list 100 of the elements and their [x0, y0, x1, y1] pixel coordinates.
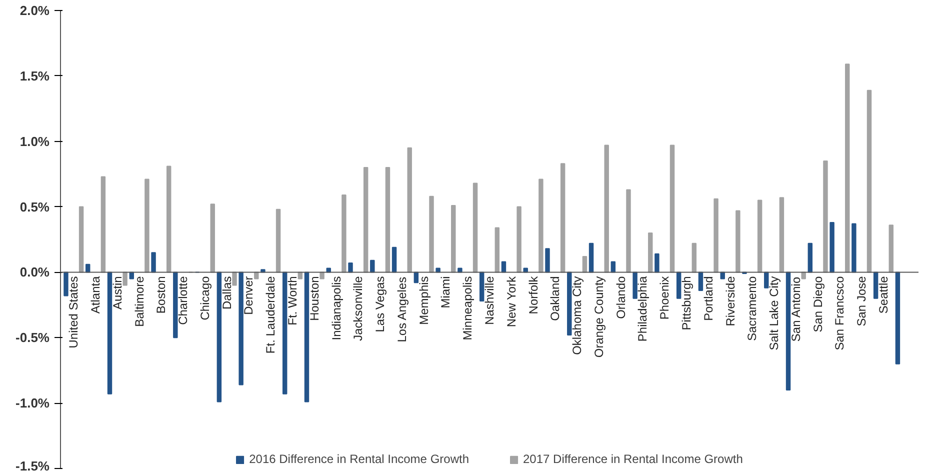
- bar: [348, 262, 353, 273]
- bar: [282, 272, 288, 394]
- x-tick-label: Dallas: [220, 276, 234, 310]
- y-tick-label: -0.5%: [16, 330, 50, 346]
- bar: [78, 206, 84, 273]
- bar: [676, 272, 682, 299]
- bar: [852, 223, 856, 273]
- bar: [320, 272, 324, 280]
- x-tick-label: San Diego: [810, 276, 825, 332]
- x-tick-label: Denver: [242, 276, 256, 315]
- x-tick-label: Atlanta: [88, 276, 103, 314]
- bar: [538, 178, 544, 273]
- bar: [873, 272, 878, 299]
- y-tick-label: 0.0%: [20, 264, 50, 280]
- x-tick-label: Portland: [701, 276, 716, 321]
- bar: [670, 144, 675, 273]
- x-tick-label: Sacramento: [745, 276, 760, 341]
- bar: [764, 272, 769, 288]
- x-tick-label: Houston: [307, 276, 322, 321]
- y-tick-label: -1.5%: [16, 458, 50, 473]
- x-tick-label: Ft. Worth: [286, 276, 300, 326]
- bar: [254, 272, 259, 280]
- bar: [100, 176, 106, 273]
- bar: [801, 272, 806, 280]
- y-tick-label: 1.5%: [20, 68, 50, 84]
- x-tick-label: Minneapolis: [460, 276, 475, 340]
- bar: [567, 272, 572, 336]
- bar: [779, 197, 784, 273]
- bar: [392, 246, 397, 273]
- bar: [545, 248, 550, 273]
- x-tick-label: New York: [504, 275, 518, 328]
- bar: [692, 242, 697, 273]
- x-tick-label: Pittsburgh: [679, 276, 694, 330]
- x-tick-label: Boston: [154, 276, 168, 314]
- y-tick-label: 1.0%: [20, 134, 50, 149]
- bar: [888, 224, 894, 273]
- bar: [342, 194, 346, 273]
- bar: [129, 272, 134, 280]
- x-tick-label: Austin: [110, 276, 124, 310]
- x-tick-label: Los Angeles: [394, 276, 409, 342]
- bar: [451, 204, 456, 273]
- y-tick-label: 0.5%: [20, 199, 50, 214]
- x-tick-label: Jacksonville: [351, 276, 366, 341]
- bar: [363, 167, 368, 273]
- legend-label: 2016 Difference in Rental Income Growth: [249, 452, 469, 466]
- bar: [560, 163, 566, 273]
- bar: [122, 272, 128, 286]
- bar: [494, 227, 500, 273]
- bar: [173, 272, 178, 338]
- bar: [210, 204, 215, 273]
- x-tick-label: Phoenix: [658, 276, 672, 320]
- bar: [632, 272, 638, 299]
- x-tick-label: Indianapolis: [329, 276, 344, 340]
- x-tick-label: San Francsco: [832, 276, 847, 350]
- bar: [385, 167, 390, 273]
- bar: [845, 64, 850, 273]
- bar: [786, 272, 791, 390]
- x-tick-label: Memphis: [416, 276, 431, 325]
- bar: [232, 272, 237, 286]
- x-tick-label: Philadelphia: [636, 276, 650, 342]
- bar: [516, 206, 522, 273]
- x-tick-label: San Antonio: [788, 276, 803, 342]
- bar: [479, 272, 484, 302]
- bar: [714, 198, 718, 273]
- bar: [151, 252, 156, 273]
- x-tick-label: Salt Lake City: [767, 276, 782, 350]
- bar: [429, 196, 434, 273]
- bar: [216, 272, 222, 402]
- bar: [720, 272, 725, 280]
- legend-label: 2017 Difference in Rental Income Growth: [523, 452, 743, 466]
- bar: [166, 166, 172, 273]
- x-tick-label: Orange County: [592, 276, 606, 358]
- x-tick-label: Las Vegas: [373, 276, 388, 332]
- bar: [582, 256, 588, 273]
- x-tick-label: Norfolk: [526, 275, 540, 314]
- x-tick-label: Riverside: [723, 276, 738, 326]
- x-tick-label: Charlotte: [176, 276, 190, 325]
- bar: [757, 200, 762, 273]
- y-tick-label: 2.0%: [20, 3, 50, 18]
- x-tick-label: Nashville: [482, 276, 496, 325]
- bar: [866, 90, 872, 273]
- x-tick-label: Oklahoma City: [570, 276, 584, 355]
- bar: [298, 272, 303, 280]
- bar: [698, 272, 704, 292]
- bar: [238, 272, 244, 386]
- bar: [64, 272, 68, 296]
- bar: [304, 272, 310, 402]
- bar: [626, 189, 631, 273]
- bar: [588, 242, 594, 273]
- x-tick-label: San Jose: [854, 276, 869, 326]
- bar: [895, 272, 900, 364]
- x-tick-label: Baltimore: [132, 276, 146, 327]
- x-tick-label: Chicago: [198, 276, 212, 320]
- bar: [370, 260, 375, 273]
- bar: [144, 178, 150, 273]
- bar: [107, 272, 112, 394]
- y-tick-label: -1.0%: [16, 396, 50, 411]
- bar: [736, 210, 740, 273]
- bar: [604, 144, 609, 273]
- bar: [276, 208, 281, 273]
